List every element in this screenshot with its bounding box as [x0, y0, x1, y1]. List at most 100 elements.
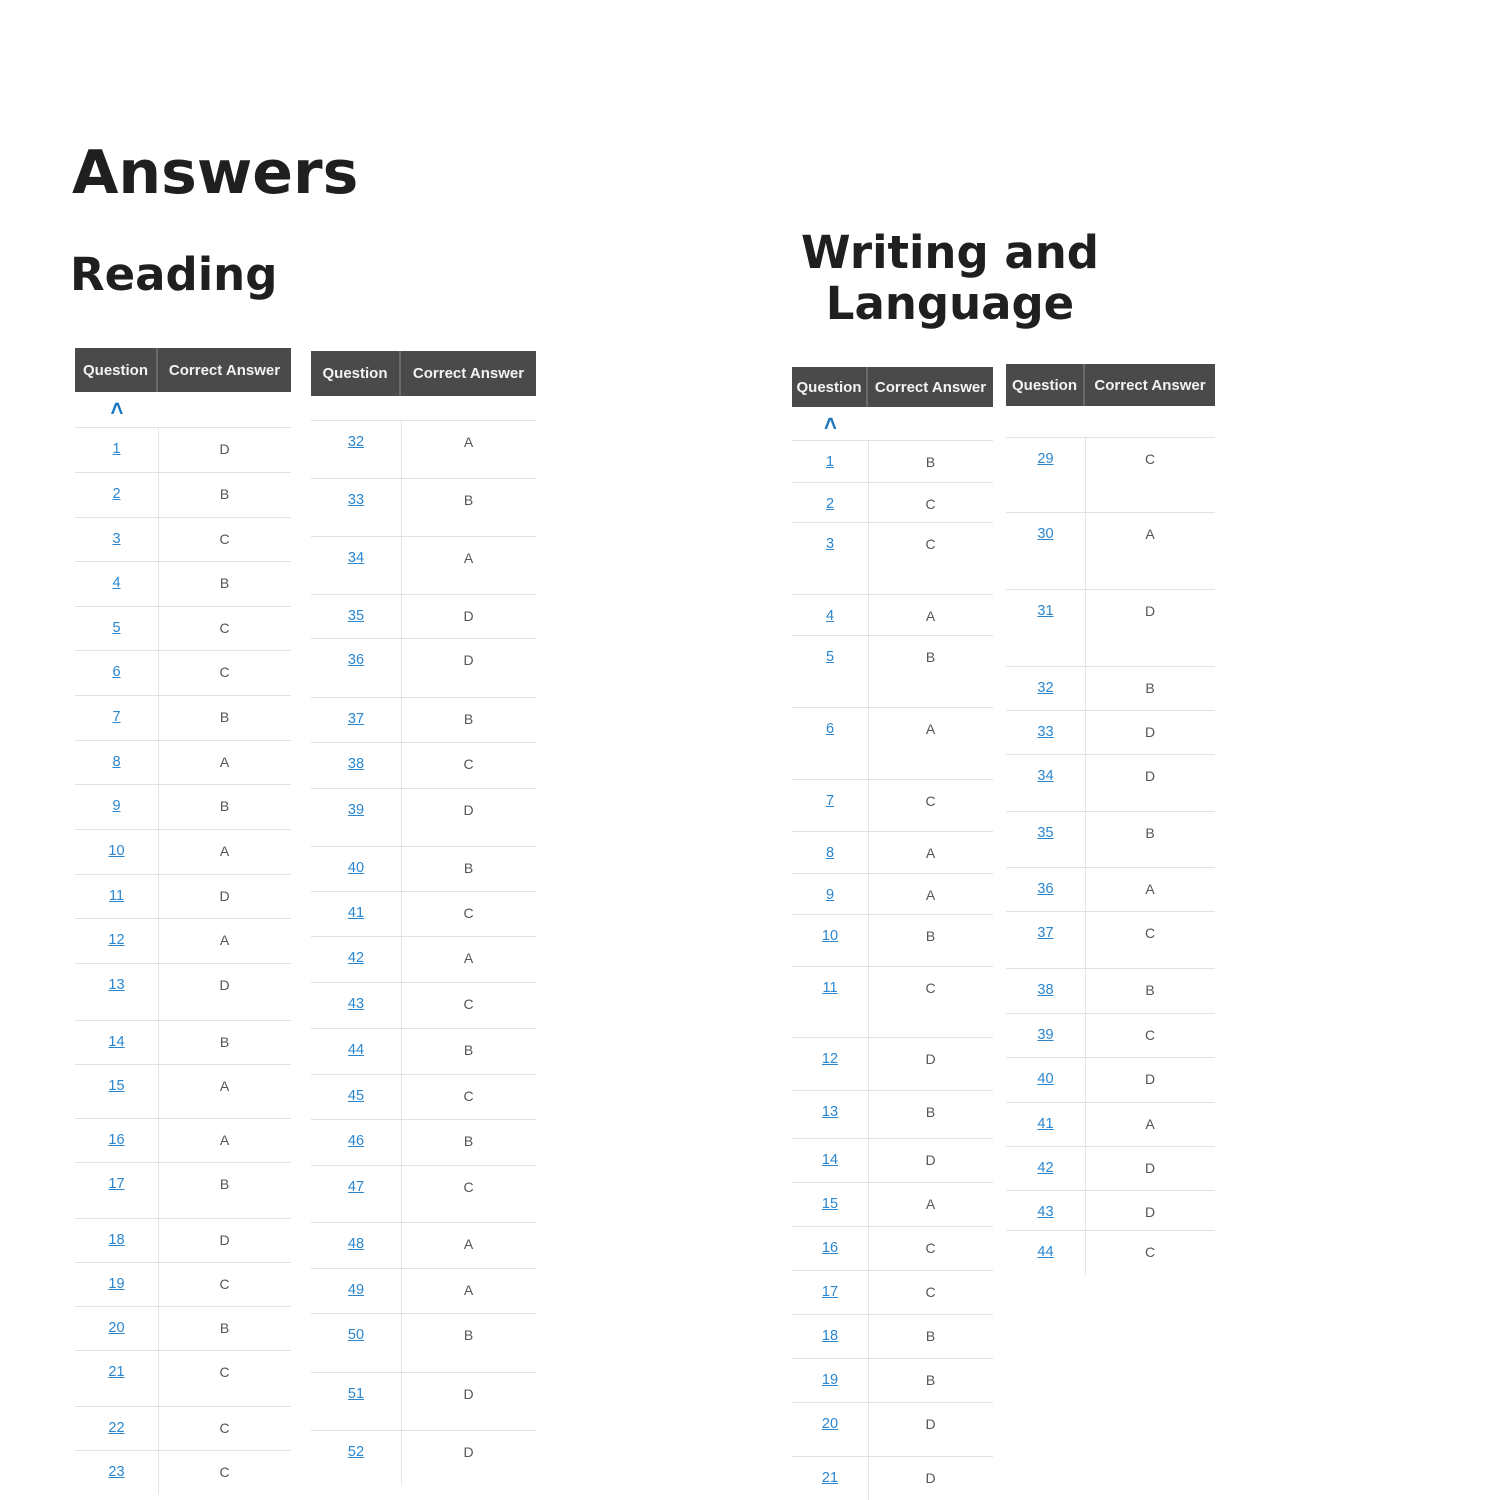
question-link[interactable]: 18 [108, 1232, 125, 1248]
question-link[interactable]: 1 [112, 441, 121, 457]
table-row: 21 C [75, 1350, 291, 1406]
question-link[interactable]: 2 [112, 486, 121, 502]
question-link[interactable]: 22 [108, 1420, 125, 1436]
question-link[interactable]: 4 [825, 608, 835, 624]
question-link[interactable]: 21 [108, 1364, 125, 1380]
question-link[interactable]: 36 [347, 652, 365, 668]
question-link[interactable]: 34 [1037, 768, 1054, 784]
question-link[interactable]: 5 [112, 620, 121, 636]
column-header-question[interactable]: Question [311, 351, 401, 396]
question-link[interactable]: 46 [347, 1133, 365, 1149]
column-header-question[interactable]: Question [792, 367, 868, 407]
question-link[interactable]: 51 [347, 1386, 365, 1402]
question-link[interactable]: 19 [821, 1372, 839, 1388]
question-link[interactable]: 20 [821, 1416, 839, 1432]
question-link[interactable]: 6 [112, 664, 121, 680]
column-header-correct-answer[interactable]: Correct Answer [412, 365, 525, 382]
correct-answer: A [219, 754, 230, 770]
question-link[interactable]: 44 [347, 1042, 365, 1058]
question-link[interactable]: 16 [108, 1132, 125, 1148]
question-link[interactable]: 41 [1037, 1116, 1054, 1132]
question-link[interactable]: 48 [347, 1236, 365, 1252]
correct-answer: C [1144, 925, 1156, 941]
question-link[interactable]: 37 [347, 711, 365, 727]
question-link[interactable]: 39 [1037, 1027, 1054, 1043]
question-link[interactable]: 10 [108, 843, 125, 859]
question-link[interactable]: 8 [112, 754, 121, 770]
column-header-question[interactable]: Question [75, 348, 158, 392]
question-link[interactable]: 30 [1037, 526, 1054, 542]
question-link[interactable]: 17 [821, 1284, 839, 1300]
question-link[interactable]: 35 [1037, 825, 1054, 841]
question-link[interactable]: 29 [1037, 451, 1054, 467]
question-link[interactable]: 44 [1037, 1244, 1054, 1260]
question-link[interactable]: 10 [821, 928, 839, 944]
question-link[interactable]: 14 [108, 1034, 125, 1050]
question-link[interactable]: 42 [1037, 1160, 1054, 1176]
question-link[interactable]: 50 [347, 1327, 365, 1343]
question-link[interactable]: 52 [347, 1444, 365, 1460]
question-link[interactable]: 3 [825, 536, 835, 552]
question-link[interactable]: 31 [1037, 603, 1054, 619]
correct-answer: D [925, 1152, 936, 1168]
question-link[interactable]: 40 [1037, 1071, 1054, 1087]
question-link[interactable]: 14 [821, 1152, 839, 1168]
question-link[interactable]: 42 [347, 950, 365, 966]
question-link[interactable]: 32 [1037, 680, 1054, 696]
question-link[interactable]: 9 [112, 798, 121, 814]
question-link[interactable]: 15 [108, 1078, 125, 1094]
question-link[interactable]: 37 [1037, 925, 1054, 941]
question-link[interactable]: 47 [347, 1179, 365, 1195]
question-link[interactable]: 18 [821, 1328, 839, 1344]
question-link[interactable]: 16 [821, 1240, 839, 1256]
column-header-correct-answer[interactable]: Correct Answer [874, 378, 987, 396]
question-link[interactable]: 9 [825, 887, 835, 903]
question-link[interactable]: 38 [347, 756, 365, 772]
column-header-correct-answer[interactable]: Correct Answer [168, 361, 281, 379]
question-link[interactable]: 32 [347, 434, 365, 450]
question-link[interactable]: 41 [347, 905, 365, 921]
question-link[interactable]: 40 [347, 860, 365, 876]
question-link[interactable]: 11 [108, 888, 125, 904]
question-link[interactable]: 34 [347, 550, 365, 566]
question-link[interactable]: 19 [108, 1276, 125, 1292]
question-link[interactable]: 17 [108, 1176, 125, 1192]
chevron-up-icon[interactable]: ˄ [110, 396, 124, 421]
question-link[interactable]: 43 [347, 996, 365, 1012]
question-link[interactable]: 43 [1037, 1204, 1054, 1220]
question-link[interactable]: 2 [825, 496, 835, 512]
question-link[interactable]: 12 [821, 1051, 839, 1067]
question-link[interactable]: 33 [1037, 724, 1054, 740]
question-link[interactable]: 3 [112, 531, 121, 547]
correct-answer: B [463, 1327, 474, 1343]
column-header-correct-answer[interactable]: Correct Answer [1094, 376, 1206, 394]
question-link[interactable]: 38 [1037, 982, 1054, 998]
question-link[interactable]: 7 [825, 793, 835, 809]
question-link[interactable]: 20 [108, 1320, 125, 1336]
question-link[interactable]: 35 [347, 608, 365, 624]
column-header-question[interactable]: Question [1006, 364, 1085, 406]
correct-answer: D [219, 888, 230, 904]
question-link[interactable]: 1 [825, 454, 835, 470]
question-link[interactable]: 11 [822, 980, 838, 996]
question-link[interactable]: 4 [112, 575, 121, 591]
question-link[interactable]: 7 [112, 709, 121, 725]
question-link[interactable]: 13 [108, 977, 125, 993]
question-link[interactable]: 49 [347, 1282, 365, 1298]
question-link[interactable]: 6 [825, 721, 835, 737]
question-link[interactable]: 8 [825, 845, 835, 861]
question-link[interactable]: 21 [821, 1470, 839, 1486]
table-row: 41 C [311, 891, 536, 936]
question-link[interactable]: 5 [825, 649, 835, 665]
question-link[interactable]: 45 [347, 1088, 365, 1104]
chevron-up-icon[interactable]: ˄ [824, 411, 837, 436]
question-link[interactable]: 23 [108, 1464, 125, 1480]
question-link[interactable]: 15 [821, 1196, 839, 1212]
question-link[interactable]: 39 [347, 802, 365, 818]
question-link[interactable]: 13 [821, 1104, 839, 1120]
question-link[interactable]: 33 [347, 492, 365, 508]
table-header: Question Correct Answer [792, 367, 993, 407]
question-link[interactable]: 12 [108, 932, 125, 948]
question-link[interactable]: 36 [1037, 881, 1054, 897]
